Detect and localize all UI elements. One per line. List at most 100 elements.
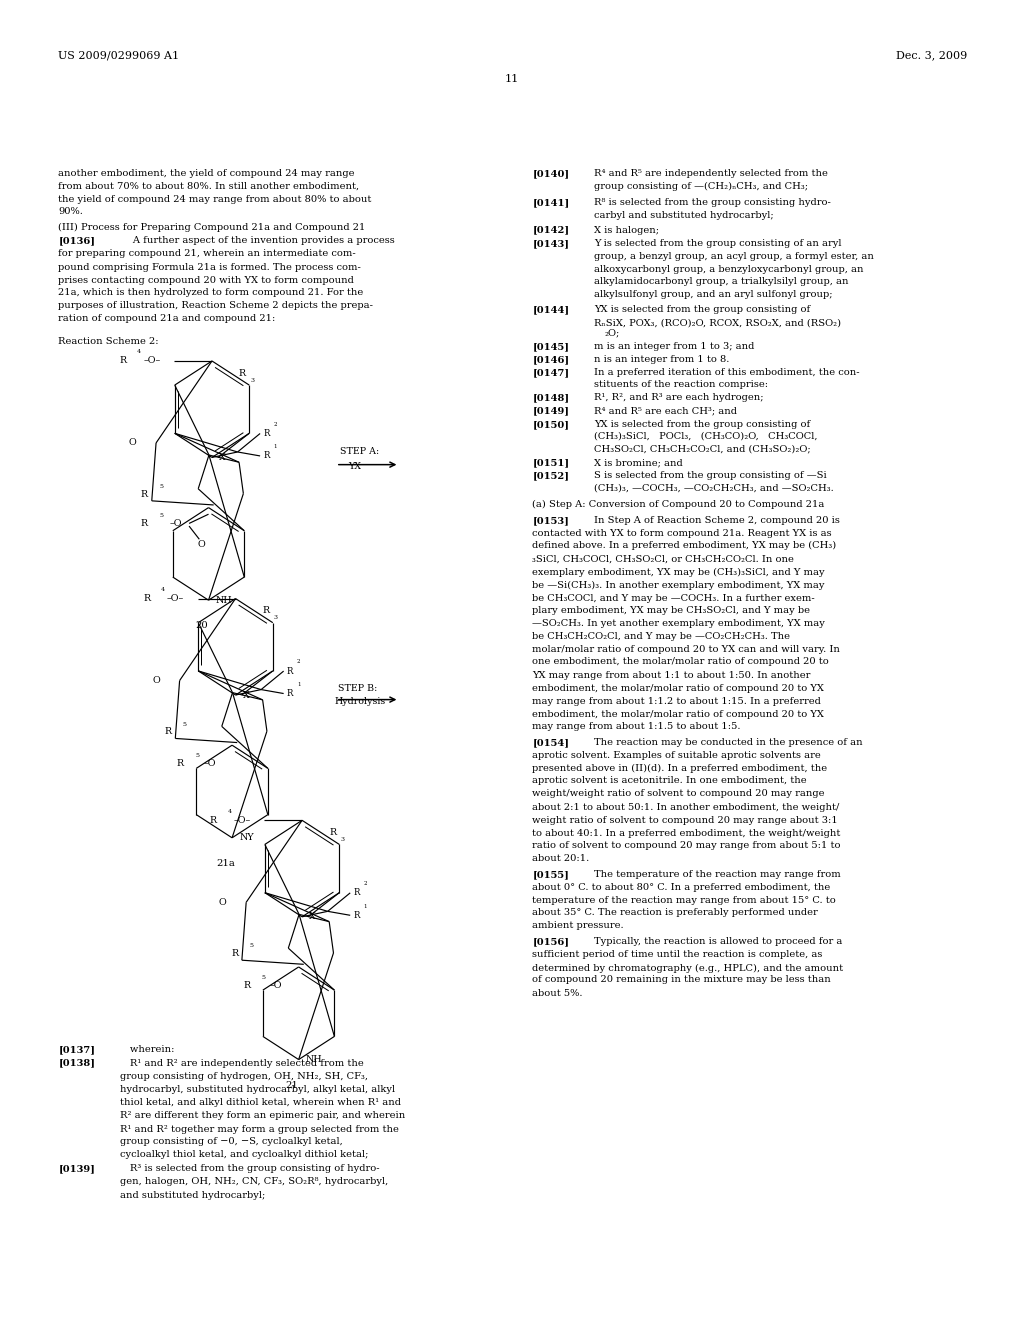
Text: hydrocarbyl, substituted hydrocarbyl, alkyl ketal, alkyl: hydrocarbyl, substituted hydrocarbyl, al… (120, 1085, 395, 1094)
Text: US 2009/0299069 A1: US 2009/0299069 A1 (58, 50, 179, 61)
Text: (CH₃)₃SiCl,   POCl₃,   (CH₃CO)₂O,   CH₃COCl,: (CH₃)₃SiCl, POCl₃, (CH₃CO)₂O, CH₃COCl, (594, 432, 817, 441)
Text: O: O (153, 676, 160, 685)
Text: 1: 1 (273, 445, 276, 449)
Text: R: R (120, 356, 127, 366)
Text: The temperature of the reaction may range from: The temperature of the reaction may rang… (594, 870, 841, 879)
Text: temperature of the reaction may range from about 15° C. to: temperature of the reaction may range fr… (532, 896, 837, 906)
Text: R: R (244, 981, 251, 990)
Text: –O: –O (270, 981, 283, 990)
Text: O: O (219, 898, 226, 907)
Text: 5: 5 (183, 722, 187, 727)
Text: presented above in (II)(d). In a preferred embodiment, the: presented above in (II)(d). In a preferr… (532, 764, 827, 774)
Text: [0150]: [0150] (532, 420, 569, 429)
Text: In Step A of Reaction Scheme 2, compound 20 is: In Step A of Reaction Scheme 2, compound… (594, 516, 840, 525)
Text: Reaction Scheme 2:: Reaction Scheme 2: (58, 337, 159, 346)
Text: pound comprising Formula 21a is formed. The process com-: pound comprising Formula 21a is formed. … (58, 263, 361, 272)
Text: group consisting of hydrogen, OH, NH₂, SH, CF₃,: group consisting of hydrogen, OH, NH₂, S… (120, 1072, 368, 1081)
Text: X: X (219, 453, 226, 462)
Text: –O: –O (170, 519, 182, 528)
Text: thiol ketal, and alkyl dithiol ketal, wherein when R¹ and: thiol ketal, and alkyl dithiol ketal, wh… (120, 1098, 400, 1107)
Text: and substituted hydrocarbyl;: and substituted hydrocarbyl; (120, 1191, 265, 1200)
Text: to about 40:1. In a preferred embodiment, the weight/weight: to about 40:1. In a preferred embodiment… (532, 829, 841, 838)
Text: of compound 20 remaining in the mixture may be less than: of compound 20 remaining in the mixture … (532, 975, 831, 985)
Text: NH: NH (216, 595, 232, 605)
Text: R⁴ and R⁵ are each CH³; and: R⁴ and R⁵ are each CH³; and (594, 407, 737, 416)
Text: R: R (263, 451, 269, 461)
Text: 21: 21 (286, 1081, 298, 1090)
Text: A further aspect of the invention provides a process: A further aspect of the invention provid… (123, 236, 394, 246)
Text: Typically, the reaction is allowed to proceed for a: Typically, the reaction is allowed to pr… (594, 937, 843, 946)
Text: weight/weight ratio of solvent to compound 20 may range: weight/weight ratio of solvent to compou… (532, 789, 825, 799)
Text: group consisting of —(CH₂)ₙCH₃, and CH₃;: group consisting of —(CH₂)ₙCH₃, and CH₃; (594, 182, 808, 191)
Text: R: R (177, 759, 184, 768)
Text: aprotic solvent. Examples of suitable aprotic solvents are: aprotic solvent. Examples of suitable ap… (532, 751, 821, 760)
Text: cycloalkyl thiol ketal, and cycloalkyl dithiol ketal;: cycloalkyl thiol ketal, and cycloalkyl d… (120, 1150, 369, 1159)
Text: –O–: –O– (167, 594, 184, 603)
Text: R² are different they form an epimeric pair, and wherein: R² are different they form an epimeric p… (120, 1111, 406, 1121)
Text: embodiment, the molar/molar ratio of compound 20 to YX: embodiment, the molar/molar ratio of com… (532, 684, 824, 693)
Text: R: R (165, 727, 172, 737)
Text: weight ratio of solvent to compound 20 may range about 3:1: weight ratio of solvent to compound 20 m… (532, 816, 839, 825)
Text: –O: –O (204, 759, 216, 768)
Text: R: R (262, 606, 269, 615)
Text: 5: 5 (160, 513, 164, 519)
Text: 4: 4 (161, 587, 165, 591)
Text: [0153]: [0153] (532, 516, 569, 525)
Text: about 0° C. to about 80° C. In a preferred embodiment, the: about 0° C. to about 80° C. In a preferr… (532, 883, 830, 892)
Text: exemplary embodiment, YX may be (CH₃)₃SiCl, and Y may: exemplary embodiment, YX may be (CH₃)₃Si… (532, 568, 825, 577)
Text: determined by chromatography (e.g., HPLC), and the amount: determined by chromatography (e.g., HPLC… (532, 964, 844, 973)
Text: STEP A:: STEP A: (340, 447, 379, 457)
Text: O: O (198, 540, 205, 549)
Text: YX may range from about 1:1 to about 1:50. In another: YX may range from about 1:1 to about 1:5… (532, 671, 811, 680)
Text: 1: 1 (297, 682, 300, 686)
Text: R: R (239, 368, 246, 378)
Text: O: O (129, 438, 136, 447)
Text: [0140]: [0140] (532, 169, 569, 178)
Text: R: R (143, 594, 151, 603)
Text: R⁴ and R⁵ are independently selected from the: R⁴ and R⁵ are independently selected fro… (594, 169, 827, 178)
Text: [0146]: [0146] (532, 355, 569, 364)
Text: R: R (141, 519, 148, 528)
Text: aprotic solvent is acetonitrile. In one embodiment, the: aprotic solvent is acetonitrile. In one … (532, 776, 807, 785)
Text: 21a: 21a (216, 859, 234, 869)
Text: alkylamidocarbonyl group, a trialkylsilyl group, an: alkylamidocarbonyl group, a trialkylsily… (594, 277, 849, 286)
Text: –O–: –O– (233, 816, 251, 825)
Text: YX is selected from the group consisting of: YX is selected from the group consisting… (594, 305, 810, 314)
Text: 5: 5 (160, 484, 164, 490)
Text: sufficient period of time until the reaction is complete, as: sufficient period of time until the reac… (532, 950, 823, 960)
Text: group consisting of −0, −S, cycloalkyl ketal,: group consisting of −0, −S, cycloalkyl k… (120, 1137, 343, 1146)
Text: (III) Process for Preparing Compound 21a and Compound 21: (III) Process for Preparing Compound 21a… (58, 223, 366, 232)
Text: purposes of illustration, Reaction Scheme 2 depicts the prepa-: purposes of illustration, Reaction Schem… (58, 301, 374, 310)
Text: 3: 3 (273, 615, 278, 620)
Text: R¹ and R² together may form a group selected from the: R¹ and R² together may form a group sele… (120, 1125, 398, 1134)
Text: about 35° C. The reaction is preferably performed under: about 35° C. The reaction is preferably … (532, 908, 818, 917)
Text: ratio of solvent to compound 20 may range from about 5:1 to: ratio of solvent to compound 20 may rang… (532, 841, 841, 850)
Text: may range from about 1:1.2 to about 1:15. In a preferred: may range from about 1:1.2 to about 1:15… (532, 697, 821, 706)
Text: may range from about 1:1.5 to about 1:5.: may range from about 1:1.5 to about 1:5. (532, 722, 741, 731)
Text: YX: YX (348, 462, 361, 471)
Text: [0143]: [0143] (532, 239, 569, 248)
Text: ₂O;: ₂O; (604, 329, 620, 338)
Text: [0136]: [0136] (58, 236, 95, 246)
Text: R³ is selected from the group consisting of hydro-: R³ is selected from the group consisting… (120, 1164, 380, 1173)
Text: R: R (287, 667, 293, 676)
Text: R: R (353, 888, 359, 898)
Text: The reaction may be conducted in the presence of an: The reaction may be conducted in the pre… (594, 738, 862, 747)
Text: from about 70% to about 80%. In still another embodiment,: from about 70% to about 80%. In still an… (58, 182, 359, 191)
Text: defined above. In a preferred embodiment, YX may be (CH₃): defined above. In a preferred embodiment… (532, 541, 837, 550)
Text: [0144]: [0144] (532, 305, 569, 314)
Text: embodiment, the molar/molar ratio of compound 20 to YX: embodiment, the molar/molar ratio of com… (532, 710, 824, 719)
Text: prises contacting compound 20 with YX to form compound: prises contacting compound 20 with YX to… (58, 276, 354, 285)
Text: CH₃SO₂Cl, CH₃CH₂CO₂Cl, and (CH₃SO₂)₂O;: CH₃SO₂Cl, CH₃CH₂CO₂Cl, and (CH₃SO₂)₂O; (594, 445, 811, 454)
Text: Y is selected from the group consisting of an aryl: Y is selected from the group consisting … (594, 239, 842, 248)
Text: the yield of compound 24 may range from about 80% to about: the yield of compound 24 may range from … (58, 195, 372, 205)
Text: 5: 5 (250, 944, 254, 949)
Text: be —Si(CH₃)₃. In another exemplary embodiment, YX may: be —Si(CH₃)₃. In another exemplary embod… (532, 581, 825, 590)
Text: (CH₃)₃, —COCH₃, —CO₂CH₂CH₃, and —SO₂CH₃.: (CH₃)₃, —COCH₃, —CO₂CH₂CH₃, and —SO₂CH₃. (594, 483, 834, 492)
Text: R: R (141, 490, 148, 499)
Text: 4: 4 (137, 350, 141, 354)
Text: YX is selected from the group consisting of: YX is selected from the group consisting… (594, 420, 810, 429)
Text: –O–: –O– (143, 356, 161, 366)
Text: [0155]: [0155] (532, 870, 569, 879)
Text: X is bromine; and: X is bromine; and (594, 458, 683, 467)
